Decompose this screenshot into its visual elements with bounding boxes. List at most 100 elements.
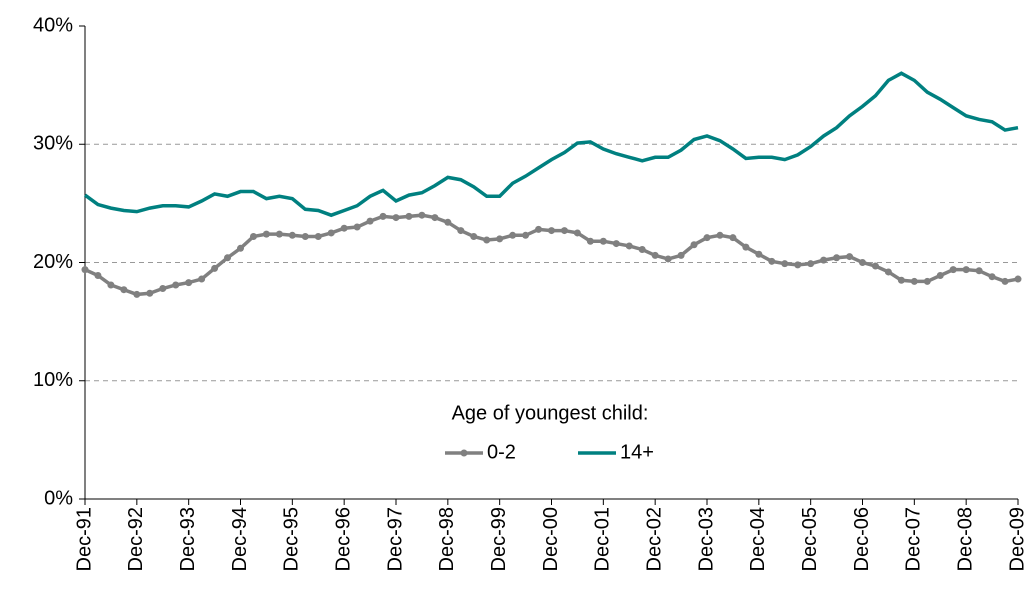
legend-label: 14+ <box>620 441 654 463</box>
y-tick-label: 0% <box>44 487 73 509</box>
point <box>444 218 452 226</box>
point <box>314 232 322 240</box>
point <box>612 240 620 248</box>
point <box>573 229 581 237</box>
point <box>146 289 154 297</box>
x-tick-label: Dec-07 <box>903 507 925 571</box>
y-tick-label: 30% <box>33 133 73 155</box>
point <box>729 234 737 242</box>
point <box>846 253 854 261</box>
point <box>275 230 283 238</box>
point <box>716 231 724 239</box>
y-tick-label: 20% <box>33 251 73 273</box>
point <box>159 285 167 293</box>
point <box>586 237 594 245</box>
legend-label: 0-2 <box>487 441 516 463</box>
point <box>431 214 439 222</box>
point <box>859 259 866 266</box>
series-line <box>83 71 1019 218</box>
point <box>301 232 309 240</box>
x-tick-label: Dec-08 <box>954 507 976 571</box>
y-tick-label: 40% <box>33 14 73 36</box>
point <box>599 237 607 245</box>
point <box>211 264 219 272</box>
point <box>923 277 931 285</box>
x-tick-label: Dec-03 <box>695 507 717 571</box>
point <box>288 231 296 239</box>
point <box>664 255 672 263</box>
legend-title: Age of youngest child: <box>452 402 649 424</box>
point <box>897 276 905 284</box>
point <box>690 241 698 249</box>
point <box>535 225 543 233</box>
point <box>198 275 206 283</box>
x-tick-label: Dec-95 <box>281 507 303 571</box>
point <box>677 251 685 259</box>
point <box>651 251 659 259</box>
point <box>418 211 426 219</box>
point <box>185 279 193 287</box>
point <box>807 260 815 268</box>
x-tick-label: Dec-98 <box>436 507 458 571</box>
x-tick-label: Dec-06 <box>851 507 873 571</box>
point <box>405 212 413 220</box>
point <box>910 277 918 285</box>
point <box>509 231 517 239</box>
point <box>820 256 828 264</box>
x-tick-label: Dec-94 <box>229 507 251 571</box>
point <box>884 268 892 276</box>
point <box>742 243 750 251</box>
point <box>936 272 944 280</box>
point <box>237 244 244 252</box>
point <box>496 235 504 243</box>
point <box>975 267 983 275</box>
point <box>548 227 555 235</box>
x-tick-label: Dec-09 <box>1006 507 1028 571</box>
x-tick-label: Dec-02 <box>643 507 665 571</box>
point <box>1014 275 1022 283</box>
point <box>249 232 257 240</box>
x-tick-label: Dec-01 <box>592 507 614 571</box>
point <box>483 236 491 244</box>
point <box>833 254 841 262</box>
point <box>988 273 996 281</box>
point <box>962 266 970 274</box>
point <box>522 231 530 239</box>
x-tick-label: Dec-96 <box>332 507 354 571</box>
y-tick-label: 10% <box>33 369 73 391</box>
point <box>949 266 957 274</box>
point <box>871 262 879 270</box>
x-tick-label: Dec-92 <box>125 507 147 571</box>
x-tick-label: Dec-97 <box>384 507 406 571</box>
x-tick-label: Dec-93 <box>177 507 199 571</box>
x-tick-label: Dec-91 <box>73 507 95 571</box>
point <box>638 245 646 253</box>
point <box>81 266 89 274</box>
point <box>353 223 361 231</box>
point <box>107 281 115 289</box>
legend-marker <box>460 449 468 457</box>
x-tick-label: Dec-04 <box>747 507 769 571</box>
point <box>262 230 270 238</box>
x-tick-label: Dec-05 <box>799 507 821 571</box>
point <box>366 217 374 225</box>
point <box>755 250 763 258</box>
point <box>470 232 478 240</box>
point <box>703 234 711 242</box>
point <box>133 290 141 298</box>
point <box>457 227 465 235</box>
point <box>625 242 633 250</box>
point <box>781 260 789 268</box>
point <box>1001 277 1009 285</box>
point <box>172 281 180 289</box>
point <box>768 257 776 265</box>
x-tick-label: Dec-00 <box>540 507 562 571</box>
point <box>94 272 102 280</box>
point <box>560 227 568 235</box>
point <box>794 261 802 269</box>
point <box>120 286 128 294</box>
x-tick-label: Dec-99 <box>488 507 510 571</box>
point <box>340 224 348 232</box>
